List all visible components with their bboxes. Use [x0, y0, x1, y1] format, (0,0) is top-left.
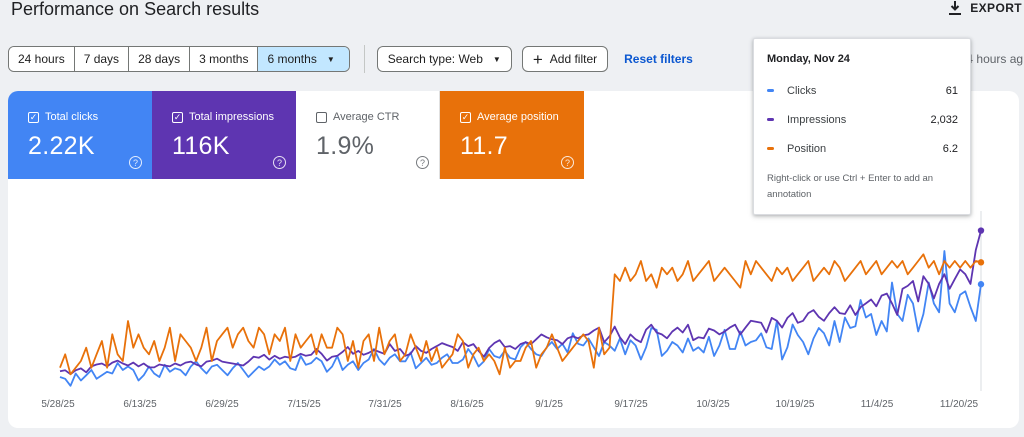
series-line-position	[59, 253, 982, 376]
range-24-hours[interactable]: 24 hours	[9, 47, 75, 71]
metric-label-row: ✓ Total clicks	[28, 111, 152, 123]
performance-chart[interactable]: 5/28/25 6/13/25 6/29/25 7/15/25 7/31/25 8/16/…	[8, 91, 1019, 428]
series-line-impressions	[59, 230, 982, 376]
x-tick-label: 10/3/25	[696, 399, 730, 410]
hover-point-impressions	[977, 227, 985, 234]
date-range-selector: 24 hours 7 days 28 days 3 months 6 month…	[8, 46, 350, 72]
range-28-days[interactable]: 28 days	[129, 47, 191, 71]
performance-panel: ✓ Total clicks 2.22K ? ✓ Total impressions…	[8, 91, 1019, 428]
metric-card-position[interactable]: ✓ Average position 11.7 ?	[440, 91, 584, 179]
metric-value: 1.9%	[316, 132, 375, 160]
checkbox-checked-icon[interactable]: ✓	[28, 111, 39, 123]
x-tick-label: 5/28/25	[41, 399, 75, 410]
tooltip-row-name: Position	[787, 142, 827, 155]
tooltip-row-name: Clicks	[787, 84, 817, 97]
tooltip-annotation-hint: Right-click or use Ctrl + Enter to add a…	[767, 173, 934, 200]
search-type-dropdown[interactable]: Search type: Web ▼	[376, 46, 512, 72]
chart-series-layer	[59, 211, 985, 391]
dropdown-caret-icon: ▼	[326, 54, 335, 64]
range-6-months-label: 6 months	[267, 52, 317, 66]
reset-filters-link[interactable]: Reset filters	[624, 52, 693, 66]
x-tick-label: 6/29/25	[205, 399, 239, 410]
range-6-months[interactable]: 6 months ▼	[258, 47, 349, 71]
x-tick-label: 7/31/25	[368, 399, 402, 410]
metric-value: 11.7	[460, 132, 509, 160]
metric-label-row: ✓ Total impressions	[172, 111, 296, 123]
plus-icon: +	[532, 49, 543, 69]
page-title: Performance on Search results	[11, 0, 260, 19]
tooltip-row-value: 2,032	[930, 113, 958, 126]
metric-label: Average CTR	[333, 111, 400, 123]
tooltip-row-value: 61	[945, 84, 958, 97]
x-tick-label: 7/15/25	[287, 399, 321, 410]
x-tick-label: 6/13/25	[123, 399, 157, 410]
tooltip-row-value: 6.2	[942, 142, 958, 155]
add-filter-label: Add filter	[549, 52, 598, 66]
tooltip-date: Monday, Nov 24	[767, 53, 850, 65]
x-tick-label: 8/16/25	[450, 399, 484, 410]
x-tick-label: 11/20/25	[940, 399, 979, 410]
metric-value: 116K	[172, 132, 230, 160]
tooltip-row-impressions: Impressions 2,032	[767, 105, 958, 134]
help-icon[interactable]: ?	[416, 156, 429, 169]
metric-value: 2.22K	[28, 132, 95, 160]
toolbar-divider	[363, 45, 365, 73]
x-tick-label: 9/1/25	[535, 399, 563, 410]
metric-card-impressions[interactable]: ✓ Total impressions 116K ?	[152, 91, 296, 179]
metric-label-row: ✓ Average position	[460, 111, 584, 123]
x-axis-labels: 5/28/25 6/13/25 6/29/25 7/15/25 7/31/25 8/16/…	[41, 399, 978, 410]
x-tick-label: 11/4/25	[861, 399, 894, 410]
help-icon[interactable]: ?	[561, 156, 574, 169]
clicks-legend-swatch	[767, 89, 774, 92]
impressions-legend-swatch	[767, 118, 774, 121]
metric-label: Total impressions	[189, 111, 274, 123]
download-icon	[949, 1, 962, 15]
checkbox-checked-icon[interactable]: ✓	[460, 111, 471, 123]
metric-card-clicks[interactable]: ✓ Total clicks 2.22K ?	[8, 91, 152, 179]
metric-label-row: Average CTR	[316, 111, 439, 123]
checkbox-unchecked-icon[interactable]	[316, 111, 327, 123]
hover-point-position	[977, 259, 985, 266]
tooltip-row-clicks: Clicks 61	[767, 76, 958, 105]
export-label: EXPORT	[970, 1, 1022, 15]
x-tick-label: 9/17/25	[614, 399, 648, 410]
chart-tooltip: Monday, Nov 24 Clicks 61 Impressions 2,032…	[753, 38, 971, 215]
range-7-days[interactable]: 7 days	[74, 47, 130, 71]
series-line-clicks	[59, 250, 982, 387]
checkbox-checked-icon[interactable]: ✓	[172, 111, 183, 123]
metric-cards: ✓ Total clicks 2.22K ? ✓ Total impressions…	[8, 91, 584, 179]
metric-label: Average position	[477, 111, 559, 123]
x-tick-label: 10/19/25	[776, 399, 815, 410]
metric-label: Total clicks	[45, 111, 99, 123]
export-button[interactable]: EXPORT	[948, 0, 1022, 16]
range-3-months[interactable]: 3 months	[190, 47, 259, 71]
filter-toolbar: 24 hours 7 days 28 days 3 months 6 month…	[8, 45, 693, 73]
search-type-label: Search type: Web	[387, 52, 483, 66]
metric-card-ctr[interactable]: Average CTR 1.9% ?	[296, 91, 440, 179]
position-legend-swatch	[767, 147, 774, 150]
dropdown-caret-icon: ▼	[492, 54, 501, 64]
add-filter-button[interactable]: + Add filter	[521, 46, 609, 72]
help-icon[interactable]: ?	[129, 156, 142, 169]
hover-point-clicks	[977, 281, 985, 288]
tooltip-row-name: Impressions	[787, 113, 847, 126]
tooltip-row-position: Position 6.2	[767, 134, 958, 163]
help-icon[interactable]: ?	[273, 156, 286, 169]
